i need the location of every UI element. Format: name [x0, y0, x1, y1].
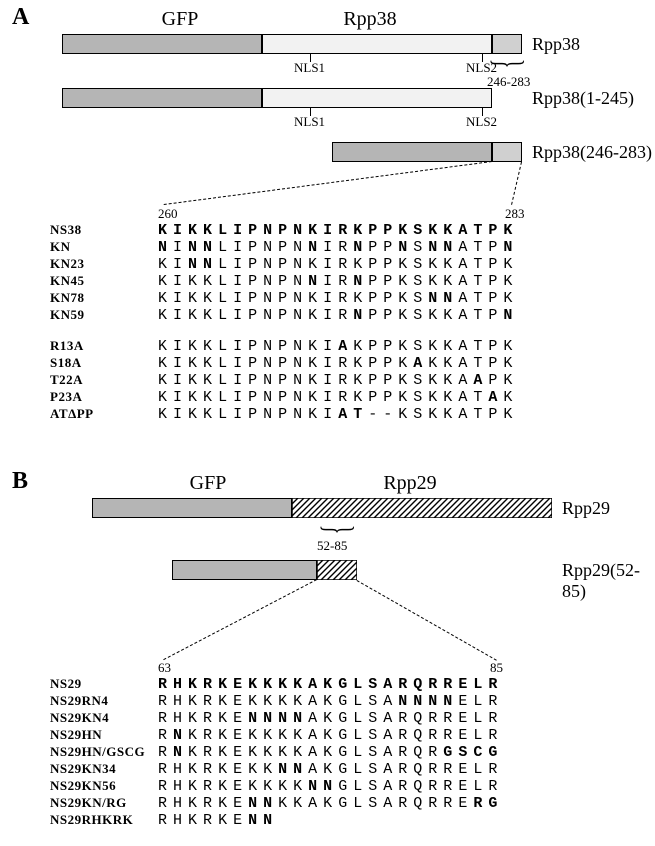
alignment-row-name: S18A: [50, 355, 158, 371]
alignment-row: NS29HN/GSCGRNKRKEKKKKAKGLSARQRGSCG: [50, 744, 503, 761]
zoom-line: [164, 579, 317, 660]
alignment-row: NS29RN4RHKRKEKKKKAKGLSANNNNELR: [50, 693, 503, 710]
alignment-row-seq: KIKKLIPNPNKIRNPPKSKKATPN: [158, 307, 518, 324]
construct-segment: [62, 34, 262, 54]
alignment-row: T22AKIKKLIPNPNKIRKPPKSKKAAPK: [50, 372, 518, 389]
alignment-row: NS38KIKKLIPNPNKIRKPPKSKKATPK: [50, 222, 518, 239]
alignment-row-seq: KINNLIPNPNKIRKPPKSKKATPK: [158, 256, 518, 273]
alignment-row-name: NS29HN: [50, 727, 158, 743]
alignment-row-name: NS29KN/RG: [50, 795, 158, 811]
alignment-row-name: NS29KN4: [50, 710, 158, 726]
alignment-row-name: KN59: [50, 307, 158, 323]
brace-icon: }: [314, 525, 360, 535]
alignment-row-name: KN23: [50, 256, 158, 272]
nls-label: NLS1: [294, 60, 325, 76]
construct-name: Rpp29: [562, 498, 610, 519]
alignment-row: NS29KN56RHKRKEKKKKNNGLSARQRRELR: [50, 778, 503, 795]
panel-b-gfp-label: GFP: [168, 472, 248, 495]
alignment-row: KN45KIKKLIPNPNNIRNPPKSKKATPK: [50, 273, 518, 290]
alignment-row: KN23KINNLIPNPNKIRKPPKSKKATPK: [50, 256, 518, 273]
alignment-row: S18AKIKKLIPNPNKIRKPPKAKKATPK: [50, 355, 518, 372]
alignment-end-pos: 85: [490, 660, 503, 676]
alignment-row-name: R13A: [50, 338, 158, 354]
construct-segment: [92, 498, 292, 518]
alignment-row: NS29KN/RGRHKRKENNKKAKGLSARQRRERG: [50, 795, 503, 812]
construct-segment: [262, 34, 492, 54]
construct-segment: [292, 498, 552, 518]
alignment-row: NS29KN34RHKRKEKKNNAKGLSARQRRELR: [50, 761, 503, 778]
alignment-row-name: T22A: [50, 372, 158, 388]
alignment-row-name: NS29RN4: [50, 693, 158, 709]
alignment-end-pos: 283: [505, 206, 525, 222]
alignment-row-seq: RHKRKENN: [158, 812, 278, 829]
alignment-row: KNNINNLIPNPNNIRNPPNSNNATPN: [50, 239, 518, 256]
alignment-row: R13AKIKKLIPNPNKIAKPPKSKKATPK: [50, 338, 518, 355]
panel-a-label: A: [12, 4, 29, 31]
construct-name: Rpp38(1-245): [532, 88, 634, 109]
panel-a-rpp-label: Rpp38: [310, 8, 430, 31]
construct-name: Rpp38: [532, 34, 580, 55]
alignment-row-seq: KIKKLIPNPNKIRKPPKSKKATAK: [158, 389, 518, 406]
alignment-row-name: NS29KN34: [50, 761, 158, 777]
alignment-row-name: KN: [50, 239, 158, 255]
zoom-line: [357, 580, 497, 661]
alignment-row-seq: RHKRKENNNNAKGLSARQRRELR: [158, 710, 503, 727]
alignment-row: NS29RHKRKRHKRKENN: [50, 812, 503, 829]
alignment-row: P23AKIKKLIPNPNKIRKPPKSKKATAK: [50, 389, 518, 406]
construct-name: Rpp29(52-85): [562, 560, 655, 602]
alignment-row-name: NS29: [50, 676, 158, 692]
construct-segment: [172, 560, 317, 580]
alignment-row-seq: KIKKLIPNPNKIAT--KSKKATPK: [158, 406, 518, 423]
nls-label: NLS2: [466, 114, 497, 130]
construct-name: Rpp38(246-283): [532, 142, 652, 163]
alignment-row-seq: KIKKLIPNPNNIRNPPKSKKATPK: [158, 273, 518, 290]
alignment-row-seq: RHKRKEKKNNAKGLSARQRRELR: [158, 761, 503, 778]
alignment-row-name: NS29RHKRK: [50, 812, 158, 828]
alignment-row-seq: KIKKLIPNPNKIRKPPKSKKAAPK: [158, 372, 518, 389]
alignment-row: NS29KN4RHKRKENNNNAKGLSARQRRELR: [50, 710, 503, 727]
panel-b-label: B: [12, 468, 28, 495]
alignment-row-name: ATΔPP: [50, 406, 158, 422]
alignment-row: KN59KIKKLIPNPNKIRNPPKSKKATPN: [50, 307, 518, 324]
alignment-row-seq: RHKRKEKKKKAKGLSARQRRELR: [158, 676, 503, 693]
panel-b-rpp-label: Rpp29: [350, 472, 470, 495]
alignment-row: NS29RHKRKEKKKKAKGLSARQRRELR: [50, 676, 503, 693]
alignment-start-pos: 63: [158, 660, 171, 676]
alignment-row-name: KN78: [50, 290, 158, 306]
alignment-row-seq: RHKRKEKKKKAKGLSANNNNELR: [158, 693, 503, 710]
alignment-row-name: P23A: [50, 389, 158, 405]
alignment-row-name: KN45: [50, 273, 158, 289]
alignment-row-seq: KIKKLIPNPNKIAKPPKSKKATPK: [158, 338, 518, 355]
construct-segment: [492, 142, 522, 162]
panel-a-gfp-label: GFP: [140, 8, 220, 31]
zoom-line: [511, 162, 522, 205]
alignment-row-seq: KIKKLIPNPNKIRKPPKSNNATPK: [158, 290, 518, 307]
alignment-row-seq: RHKRKENNKKAKGLSARQRRERG: [158, 795, 503, 812]
alignment-row: ATΔPPKIKKLIPNPNKIAT--KSKKATPK: [50, 406, 518, 423]
brace-label: 52-85: [317, 538, 347, 554]
alignment-row: NS29HNRNKRKEKKKKAKGLSARQRRELR: [50, 727, 503, 744]
brace-icon: }: [484, 59, 530, 69]
alignment-row-name: NS29HN/GSCG: [50, 744, 158, 760]
alignment-start-pos: 260: [158, 206, 178, 222]
alignment-row-seq: NINNLIPNPNNIRNPPNSNNATPN: [158, 239, 518, 256]
construct-segment: [332, 142, 492, 162]
construct-segment: [62, 88, 262, 108]
alignment-row-seq: KIKKLIPNPNKIRKPPKAKKATPK: [158, 355, 518, 372]
construct-segment: [262, 88, 492, 108]
alignment-row-name: NS29KN56: [50, 778, 158, 794]
alignment-row: KN78KIKKLIPNPNKIRKPPKSNNATPK: [50, 290, 518, 307]
alignment-row-name: NS38: [50, 222, 158, 238]
zoom-line: [164, 161, 492, 205]
construct-segment: [492, 34, 522, 54]
construct-segment: [317, 560, 357, 580]
nls-label: NLS1: [294, 114, 325, 130]
brace-label: 246-283: [487, 74, 530, 90]
alignment-row-seq: KIKKLIPNPNKIRKPPKSKKATPK: [158, 222, 518, 239]
alignment-row-seq: RNKRKEKKKKAKGLSARQRRELR: [158, 727, 503, 744]
alignment-row-seq: RHKRKEKKKKNNGLSARQRRELR: [158, 778, 503, 795]
alignment-row-seq: RNKRKEKKKKAKGLSARQRGSCG: [158, 744, 503, 761]
